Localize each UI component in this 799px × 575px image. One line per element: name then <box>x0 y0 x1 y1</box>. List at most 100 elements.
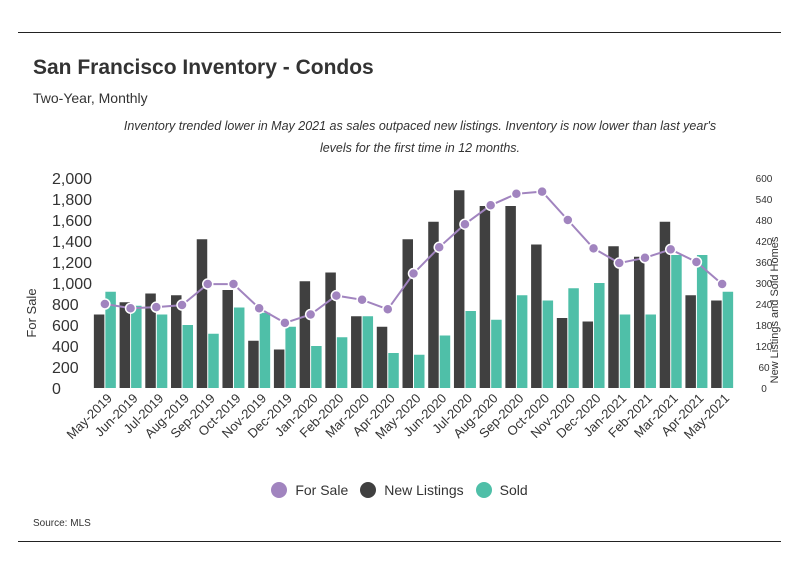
point-for-sale <box>664 243 677 256</box>
point-for-sale <box>227 278 240 290</box>
bar-new-listings <box>505 206 516 388</box>
bar-new-listings <box>531 244 542 388</box>
bar-new-listings <box>119 302 131 388</box>
y2-tick-label: 300 <box>756 279 773 290</box>
point-for-sale <box>613 257 626 269</box>
bar-new-listings <box>376 326 388 388</box>
bar-new-listings <box>196 239 208 388</box>
y2-tick-label: 60 <box>758 363 770 374</box>
bar-sold <box>439 335 451 388</box>
y2-tick-label: 120 <box>756 342 773 353</box>
bar-sold <box>671 255 682 388</box>
bar-new-listings <box>351 316 362 388</box>
y2-tick-label: 420 <box>756 237 773 248</box>
bar-new-listings <box>582 321 594 388</box>
point-for-sale <box>690 256 703 268</box>
bar-sold <box>645 314 656 388</box>
point-for-sale <box>150 301 163 313</box>
chart-legend: For Sale New Listings Sold <box>0 482 799 498</box>
y2-axis-title: New Listings and Sold Homes <box>769 236 781 383</box>
bar-sold <box>182 325 194 388</box>
legend-label-sold: Sold <box>499 482 528 498</box>
bar-new-listings <box>145 293 156 388</box>
bar-sold <box>233 307 245 388</box>
y-tick-label: 1,800 <box>52 192 92 209</box>
point-for-sale <box>639 252 651 264</box>
point-for-sale <box>176 299 188 311</box>
point-for-sale <box>536 185 548 198</box>
point-for-sale <box>356 294 368 306</box>
bar-new-listings <box>248 340 259 388</box>
bar-new-listings <box>633 256 645 388</box>
y-tick-label: 200 <box>52 360 79 377</box>
y-tick-label: 800 <box>52 297 79 314</box>
bar-new-listings <box>273 349 285 388</box>
bottom-rule <box>18 541 781 542</box>
y-tick-label: 1,000 <box>52 276 92 293</box>
point-for-sale <box>510 188 523 200</box>
legend-item-for-sale: For Sale <box>271 482 348 498</box>
bar-new-listings <box>222 290 233 388</box>
bar-new-listings <box>93 314 105 388</box>
chart-title: San Francisco Inventory - Condos <box>33 56 374 79</box>
point-for-sale <box>279 317 291 329</box>
y2-tick-label: 600 <box>756 174 773 185</box>
bar-sold <box>696 255 708 388</box>
chart-subtitle: Two-Year, Monthly <box>33 90 148 106</box>
legend-item-new-listings: New Listings <box>360 482 464 498</box>
bar-sold <box>594 283 605 388</box>
point-for-sale <box>562 214 574 226</box>
bar-sold <box>259 312 271 388</box>
point-for-sale <box>407 267 420 280</box>
bar-new-listings <box>711 300 722 388</box>
legend-label-new-listings: New Listings <box>384 482 464 498</box>
bar-new-listings <box>325 272 336 388</box>
bar-sold <box>722 291 734 388</box>
y2-tick-label: 540 <box>756 195 773 206</box>
bar-sold <box>156 314 168 388</box>
point-for-sale <box>716 278 728 290</box>
bar-new-listings <box>608 246 619 388</box>
y-tick-label: 400 <box>52 339 79 356</box>
point-for-sale <box>201 278 214 290</box>
bar-sold <box>568 288 579 388</box>
bar-new-listings <box>171 295 182 388</box>
bar-new-listings <box>428 221 439 388</box>
y-tick-label: 1,600 <box>52 213 92 230</box>
point-for-sale <box>253 302 265 314</box>
bar-sold <box>311 346 322 388</box>
bar-new-listings <box>659 221 671 388</box>
bar-new-listings <box>556 318 568 388</box>
bar-new-listings <box>479 206 491 388</box>
bar-sold <box>414 354 425 388</box>
bar-sold <box>465 311 476 388</box>
y2-tick-label: 240 <box>756 300 773 311</box>
point-for-sale <box>382 303 394 315</box>
y2-tick-label: 180 <box>756 321 773 332</box>
bar-sold <box>388 353 399 388</box>
point-for-sale <box>433 241 445 254</box>
bar-sold <box>285 326 296 388</box>
bar-sold <box>208 333 219 388</box>
point-for-sale <box>459 218 471 230</box>
point-for-sale <box>330 289 343 302</box>
bar-new-listings <box>299 281 311 388</box>
source-note: Source: MLS <box>33 518 91 529</box>
point-for-sale <box>99 298 111 310</box>
legend-swatch-sold <box>475 482 492 498</box>
bar-sold <box>336 337 348 388</box>
legend-swatch-for-sale <box>271 482 288 498</box>
bar-sold <box>491 319 502 388</box>
chart-note: Inventory trended lower in May 2021 as s… <box>123 119 717 155</box>
y-tick-label: 2,000 <box>52 171 92 188</box>
y2-tick-label: 0 <box>761 384 767 395</box>
bar-new-listings <box>453 190 465 388</box>
bar-sold <box>362 316 374 388</box>
y2-tick-label: 480 <box>756 216 773 227</box>
bar-sold <box>619 314 631 388</box>
y-tick-label: 1,400 <box>52 234 92 251</box>
bar-sold <box>516 295 528 388</box>
point-for-sale <box>587 242 600 255</box>
y-tick-label: 0 <box>52 381 61 398</box>
